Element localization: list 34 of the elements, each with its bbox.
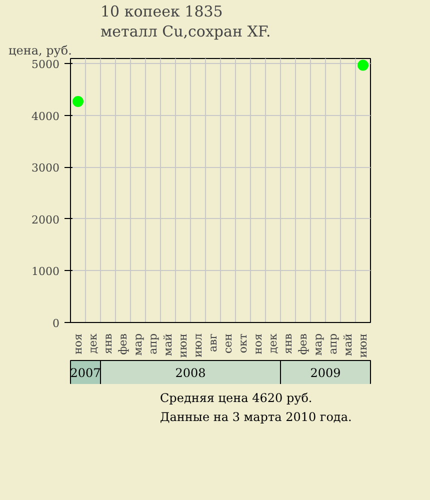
y-axis-title: цена, руб. <box>8 44 72 58</box>
x-tick-label: фев <box>116 334 130 355</box>
x-tick-label: ноя <box>72 333 84 354</box>
x-tick-label: мар <box>312 334 324 356</box>
x-tick-label: июн <box>176 333 190 358</box>
y-tick-label: 5000 <box>32 58 60 72</box>
x-tick-label: май <box>162 333 174 356</box>
y-tick-label: 0 <box>52 317 60 330</box>
chart-subtitle: металл Cu,сохран XF. <box>100 22 271 40</box>
x-tick-label: дек <box>266 333 280 354</box>
x-tick-label: июн <box>356 333 370 358</box>
x-tick-label: мар <box>132 334 144 356</box>
x-tick-label: окт <box>236 333 250 354</box>
x-tick-label: дек <box>86 333 100 354</box>
chart-title: 10 копеек 1835 <box>100 2 223 20</box>
y-tick-label: 1000 <box>32 265 60 278</box>
text: Данные на 3 марта 2010 года. <box>160 409 352 426</box>
y-tick-label: 3000 <box>32 162 60 175</box>
x-tick-label: июл <box>192 333 204 358</box>
x-tick-label: сен <box>222 333 234 354</box>
x-tick-label: фев <box>296 334 310 355</box>
x-tick-label: авг <box>206 333 220 352</box>
text: 2007 <box>70 366 101 380</box>
text: Средняя цена 4620 руб. <box>160 390 314 407</box>
x-tick-label: май <box>342 333 354 356</box>
x-tick-label: апр <box>146 333 160 354</box>
x-tick-label: янв <box>282 333 294 354</box>
text: 2009 <box>310 366 341 380</box>
x-tick-label: ноя <box>252 333 264 354</box>
x-tick-label: янв <box>102 333 114 354</box>
y-tick-label: 2000 <box>32 213 60 226</box>
text: 2008 <box>175 366 206 380</box>
x-tick-label: апр <box>326 333 340 354</box>
y-tick-label: 4000 <box>32 110 60 123</box>
